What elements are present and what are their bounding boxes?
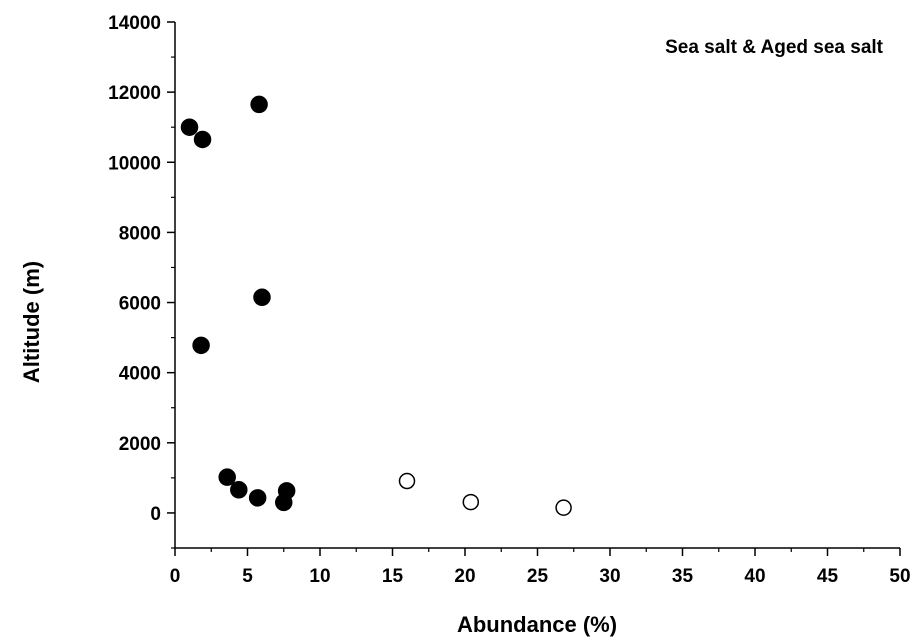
x-tick-label: 30 — [599, 566, 620, 587]
y-tick-label: 4000 — [119, 364, 161, 385]
y-tick-label: 14000 — [108, 13, 161, 34]
x-tick-label: 35 — [672, 566, 694, 587]
data-point-filled — [180, 118, 199, 136]
x-axis-title: Abundance (%) — [457, 612, 617, 637]
data-point-filled — [192, 336, 210, 355]
x-tick-label: 25 — [527, 566, 549, 587]
x-tick-label: 20 — [454, 566, 475, 587]
data-point-filled — [253, 288, 271, 307]
data-point-open — [398, 472, 416, 490]
x-tick-label: 15 — [382, 566, 404, 587]
data-point-filled — [193, 130, 212, 149]
x-tick-label: 0 — [170, 566, 181, 587]
y-axis-title: Altitude (m) — [19, 261, 44, 383]
y-tick-label: 12000 — [108, 83, 161, 104]
axes — [174, 22, 900, 549]
x-tick-label: 45 — [817, 566, 839, 587]
x-tick-label: 50 — [889, 566, 910, 587]
data-point-filled — [218, 468, 236, 486]
data-point-filled — [277, 482, 296, 500]
chart-title: Sea salt & Aged sea salt — [665, 37, 884, 58]
data-point-filled — [230, 481, 248, 499]
y-tick-label: 0 — [150, 504, 161, 525]
y-tick-label: 8000 — [119, 223, 161, 244]
y-tick-label: 10000 — [108, 153, 161, 174]
data-point-filled — [250, 95, 268, 114]
ticks: 0 5 10 15 20 25 30 35 40 45 50 0 2000 4000 6000 8000 100… — [108, 13, 910, 587]
data-point-open — [555, 499, 572, 516]
data-point-open — [462, 493, 480, 511]
data-points — [180, 95, 572, 516]
x-tick-label: 5 — [242, 566, 253, 587]
x-tick-label: 10 — [309, 566, 330, 587]
y-tick-label: 2000 — [119, 434, 161, 455]
data-point-filled — [248, 489, 267, 507]
x-tick-label: 40 — [744, 566, 765, 587]
y-tick-label: 6000 — [119, 294, 161, 315]
